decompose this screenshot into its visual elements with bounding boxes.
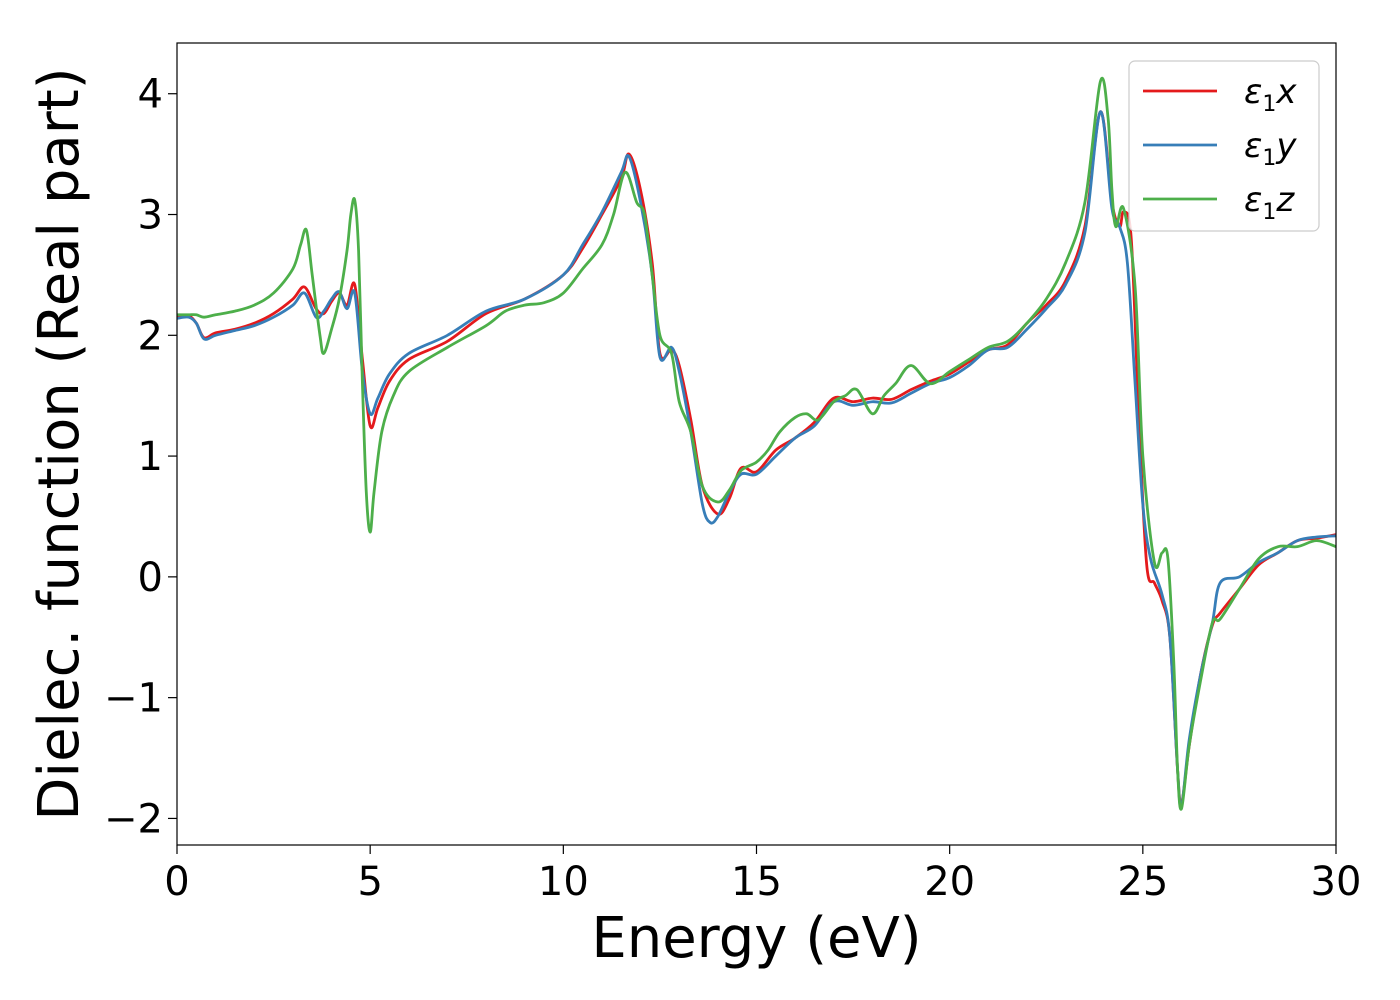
y-axis-title: Dielec. function (Real part) [27,67,92,820]
series-layer [177,77,1336,811]
x-tick-label: 30 [1311,859,1362,905]
legend-label-subscript: 1 [1262,92,1276,117]
legend-label-subscript: 1 [1262,200,1276,225]
y-tick-label: 3 [138,193,163,239]
legend-label-subscript: 1 [1262,146,1276,171]
x-tick-label: 25 [1117,859,1168,905]
x-tick-label: 15 [731,859,782,905]
legend-label-symbol: ε [1244,126,1262,166]
x-tick-label: 0 [164,859,189,905]
x-tick-label: 20 [924,859,975,905]
legend-label-symbol: ε [1244,180,1262,220]
plot-area-frame [176,42,1337,846]
legend-box [1128,60,1320,232]
legend-label-axis: x [1275,72,1297,112]
x-tick-label: 10 [538,859,589,905]
legend-label-axis: y [1275,126,1297,166]
x-axis-title: Energy (eV) [591,906,921,971]
y-tick-label: 1 [138,434,163,480]
y-tick-label: −1 [104,676,163,722]
legend-label-z: ε1z [1244,180,1295,225]
x-tick-label: 5 [357,859,382,905]
y-tick-label: 4 [138,72,163,118]
y-tick-label: 2 [138,313,163,359]
legend-label-axis: z [1275,180,1295,220]
y-axis-ticks: −2 −1 0 1 2 3 4 [104,72,177,842]
legend-label-symbol: ε [1244,72,1262,112]
legend-label-x: ε1x [1244,72,1297,117]
series-line-y [177,110,1336,809]
legend-label-y: ε1y [1244,126,1297,171]
series-line-z [177,77,1336,811]
y-tick-label: 0 [138,555,163,601]
y-tick-label: −2 [104,796,163,842]
x-axis-ticks: 0 5 10 15 20 25 30 [164,845,1361,905]
